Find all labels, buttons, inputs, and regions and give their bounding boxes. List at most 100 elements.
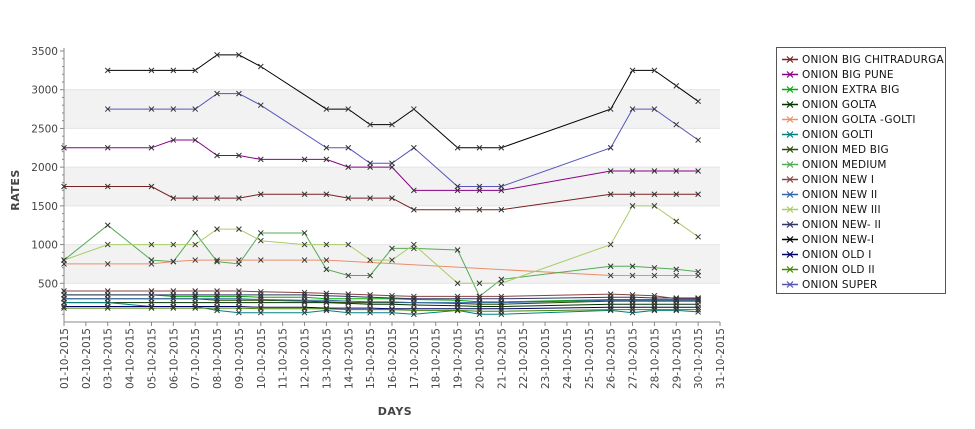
x-tick-label: 30-10-2015 [693, 328, 705, 389]
legend-cross [786, 251, 794, 258]
data-point [498, 183, 505, 190]
data-point [345, 291, 352, 297]
data-point [170, 137, 177, 143]
data-point [236, 90, 242, 97]
data-point [651, 264, 658, 271]
data-point [454, 293, 461, 300]
data-point [61, 257, 67, 263]
legend-marker [782, 161, 798, 168]
legend-cross [786, 56, 794, 63]
series-line [63, 224, 699, 298]
data-point [607, 294, 614, 301]
data-point [323, 305, 330, 311]
data-point [629, 168, 636, 174]
data-point [104, 222, 111, 229]
x-tick-label: 07-10-2015 [190, 328, 202, 389]
data-point [695, 233, 701, 240]
data-point [323, 297, 330, 304]
data-point [345, 164, 352, 170]
data-point [673, 168, 680, 174]
x-tick-label: 29-10-2015 [671, 328, 683, 389]
data-point [411, 295, 417, 302]
legend-marker [782, 221, 798, 228]
series-line [64, 298, 699, 304]
data-point [301, 257, 308, 263]
x-tick-label: 22-10-2015 [518, 328, 530, 389]
data-point [170, 292, 177, 298]
data-point [345, 195, 352, 201]
data-point [192, 257, 199, 263]
data-point [301, 289, 308, 296]
data-point [257, 237, 264, 244]
data-point [389, 195, 395, 201]
data-point [367, 292, 373, 298]
data-point [651, 168, 658, 174]
legend-label: ONION NEW- II [802, 218, 882, 231]
data-point [148, 305, 155, 311]
data-point [214, 292, 220, 298]
series-line [107, 93, 699, 187]
legend-item: ONION NEW III [777, 202, 945, 217]
data-point [498, 206, 505, 213]
data-point [607, 241, 614, 248]
data-point [104, 261, 111, 267]
data-point [607, 144, 614, 151]
series-line [64, 306, 699, 310]
data-point [323, 299, 330, 306]
data-point [673, 306, 680, 313]
data-point [651, 306, 658, 313]
x-tick-label: 05-10-2015 [146, 328, 158, 389]
data-point [257, 191, 264, 198]
data-point [301, 191, 308, 198]
legend-cross [786, 71, 794, 78]
data-point [192, 137, 199, 143]
data-point [607, 106, 614, 112]
x-tick-label: 10-10-2015 [256, 328, 268, 389]
legend-label: ONION OLD II [802, 263, 875, 276]
legend-marker [782, 116, 798, 123]
data-point [345, 144, 352, 151]
data-point [104, 305, 111, 311]
data-point [695, 304, 701, 311]
data-point [629, 263, 636, 270]
series-onion-old-ii [61, 305, 701, 315]
data-point [257, 156, 264, 163]
legend-item: ONION BIG CHITRADURGA [777, 52, 945, 67]
series-onion-big-chitradurga [61, 183, 701, 213]
data-point [257, 305, 264, 312]
data-point [323, 156, 330, 163]
data-point [148, 183, 155, 190]
series-line [64, 290, 699, 300]
data-point [301, 241, 308, 248]
data-point [323, 106, 330, 112]
data-point [236, 152, 242, 159]
data-point [673, 82, 680, 89]
data-point [192, 195, 199, 201]
data-point [345, 272, 352, 279]
y-tick-label: 2500 [31, 123, 58, 135]
x-tick-label: 26-10-2015 [606, 328, 618, 389]
legend-cross [786, 281, 794, 288]
data-point [476, 280, 483, 287]
data-point [476, 144, 483, 151]
data-point [257, 63, 264, 70]
data-point [389, 305, 395, 312]
legend-label: ONION NEW-I [802, 233, 875, 246]
x-tick-label: 25-10-2015 [584, 328, 596, 389]
data-point [673, 297, 680, 304]
data-point [629, 294, 636, 301]
legend-item: ONION OLD I [777, 247, 945, 262]
legend-marker [782, 191, 798, 198]
data-point [61, 144, 67, 151]
data-point [104, 106, 111, 112]
data-point [192, 241, 199, 248]
data-point [367, 294, 373, 301]
data-point [214, 305, 220, 311]
legend-label: ONION MED BIG [802, 143, 889, 156]
y-tick-label: 1000 [31, 240, 58, 252]
legend-label: ONION MEDIUM [802, 158, 887, 171]
data-point [367, 306, 373, 313]
data-point [607, 168, 614, 174]
data-point [323, 305, 330, 312]
